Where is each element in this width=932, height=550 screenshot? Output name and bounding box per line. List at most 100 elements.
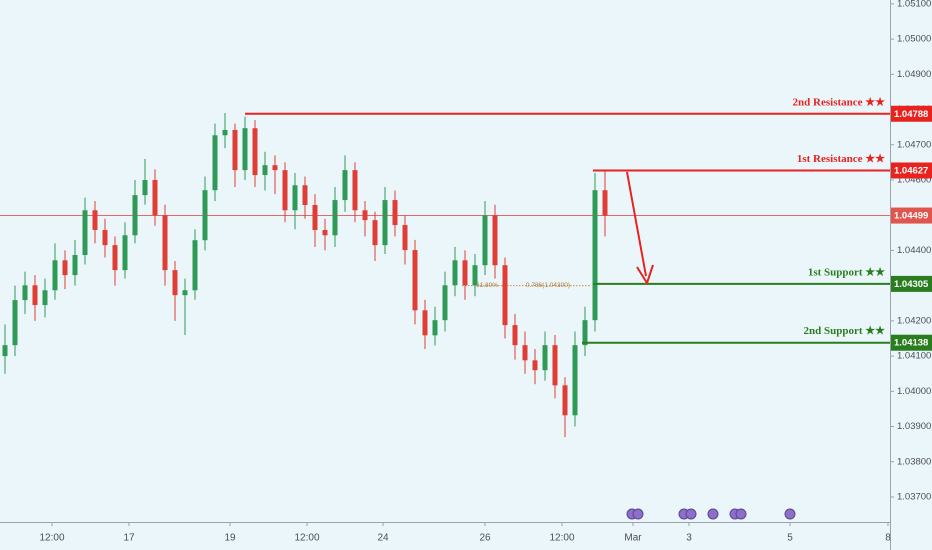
price-box [891,207,932,224]
candle-body [382,200,388,246]
y-tick-label: 1.04100 [897,351,931,362]
candle-body [12,300,18,346]
candle-body [112,245,118,271]
price-box-label: 1.04499 [894,211,928,222]
x-tick-label: 3 [686,533,692,544]
candle-body [172,270,178,296]
fib-label: 61.80% [476,282,498,289]
candle-body [422,310,428,336]
arrow-head [636,264,654,286]
event-icon [685,508,697,520]
x-tick-label: 12:00 [39,533,64,544]
candle-body [592,190,598,321]
candle-body [182,290,188,296]
arrow-shaft [626,171,647,277]
y-tick-label: 1.05100 [897,0,931,9]
y-tick-label: 1.04700 [897,139,931,150]
price-box-label: 1.04305 [894,279,929,290]
candle-body [322,230,328,236]
candle-body [602,190,608,216]
x-tick-label: 19 [224,533,236,544]
candle-body [22,285,28,301]
price-box [891,105,932,122]
y-tick-label: 1.04000 [897,386,931,397]
price-box-label: 1.04788 [894,109,928,120]
y-tick-label: 1.05000 [897,34,931,45]
candle-body [62,260,68,276]
event-icon [707,508,719,520]
event-icon [632,508,644,520]
candle-body [132,195,138,236]
candle-body [332,200,338,236]
candle-body [472,265,478,286]
x-tick-label: 5 [787,533,793,544]
candle-body [442,285,448,321]
y-tick-label: 1.04400 [897,245,931,256]
price-box [891,275,932,292]
y-tick-label: 1.03900 [897,421,931,432]
candle-body [302,185,308,205]
price-box [891,162,932,179]
x-tick-label: Mar [624,533,642,544]
candle-body [362,210,368,221]
event-icons [626,508,796,520]
y-tick-label: 1.04200 [897,315,931,326]
candle-body [412,250,418,311]
candle-body [542,345,548,371]
candle-body [352,170,358,211]
candle-body [32,285,38,306]
y-tick-label: 1.03800 [897,456,931,467]
candle-body [252,128,258,176]
y-tick-label: 1.04600 [897,175,931,186]
event-icon [784,508,796,520]
candle-body [522,345,528,361]
candle-body [162,215,168,271]
candle-body [392,200,398,226]
candle-body [372,220,378,246]
candle-body [92,210,98,231]
candle-body [52,260,58,291]
candle-body [282,170,288,211]
level-name: 2nd Support ★★ [804,325,886,337]
level-name: 2nd Resistance ★★ [793,96,886,108]
candle-body [452,260,458,286]
candle-body [192,240,198,291]
plot-area: 61.80% 0.786(1.04300) 2nd Resistance ★★ 1st… [0,96,890,438]
event-icon [735,508,747,520]
candle-body [482,215,488,266]
y-tick-label: 1.03700 [897,492,931,503]
candle-body [2,345,8,357]
candle-body [122,235,128,271]
candle-body [572,345,578,416]
level-name: 1st Resistance ★★ [797,153,885,165]
candle-body [492,215,498,266]
candle-body [582,320,588,346]
candle-body [292,185,298,211]
candle-body [242,128,248,171]
candle-body [342,170,348,201]
candle-body [232,129,238,171]
price-box-label: 1.04627 [894,165,928,176]
candle-body [312,204,318,231]
candle-body [202,190,208,241]
candle-body [262,165,268,176]
candle-body [212,135,218,191]
candle-body [432,320,438,336]
candle-body [72,255,78,276]
candle-body [402,225,408,251]
candle-body [512,325,518,346]
fib-label: 0.786(1.04300) [526,282,570,289]
y-tick-label: 1.04900 [897,69,931,80]
candle-body [562,385,568,416]
forecast-arrow [626,171,654,286]
candle-body [462,260,468,286]
candle-body [142,179,148,196]
x-tick-label: 26 [479,533,491,544]
candle-body [502,265,508,326]
candle-body [82,210,88,256]
candle-body [552,345,558,386]
price-box [891,334,932,351]
price-box-label: 1.04138 [894,338,928,349]
x-tick-label: 12:00 [294,533,319,544]
